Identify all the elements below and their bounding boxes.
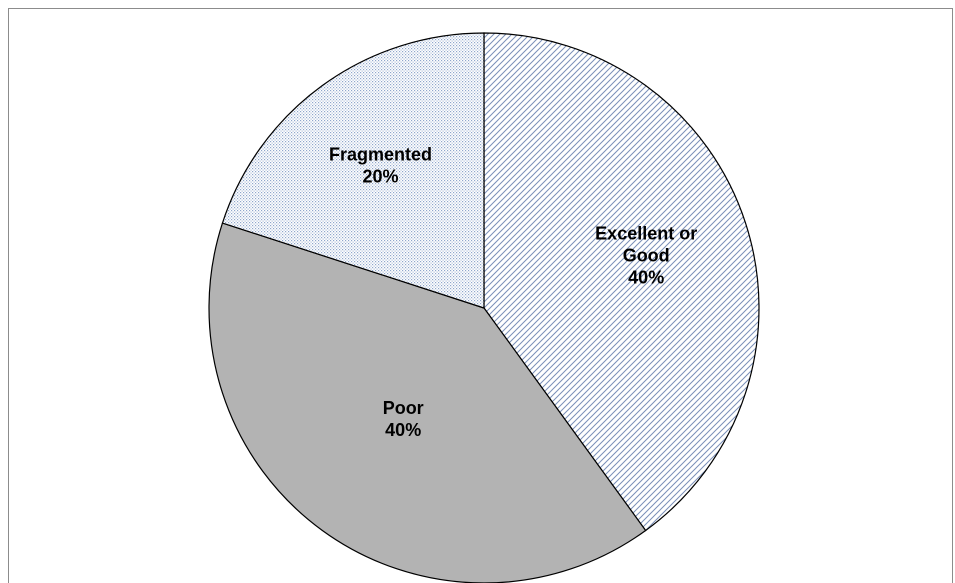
slice-label-2: Fragmented 20% <box>329 145 432 187</box>
slice-value-label: 20% <box>362 167 398 187</box>
slice-category-label: Fragmented <box>329 145 432 165</box>
slice-category-label: Excellent or <box>595 223 697 243</box>
slice-category-label: Good <box>623 245 670 265</box>
slice-category-label: Poor <box>383 398 424 418</box>
slice-label-0: Excellent or Good 40% <box>595 223 697 287</box>
slice-label-1: Poor 40% <box>383 398 424 440</box>
slice-value-label: 40% <box>385 420 421 440</box>
pie-slice-2 <box>221 32 485 309</box>
pie-slice-1 <box>208 222 647 583</box>
slice-value-label: 40% <box>628 267 664 287</box>
pie-slice-0 <box>483 32 760 532</box>
